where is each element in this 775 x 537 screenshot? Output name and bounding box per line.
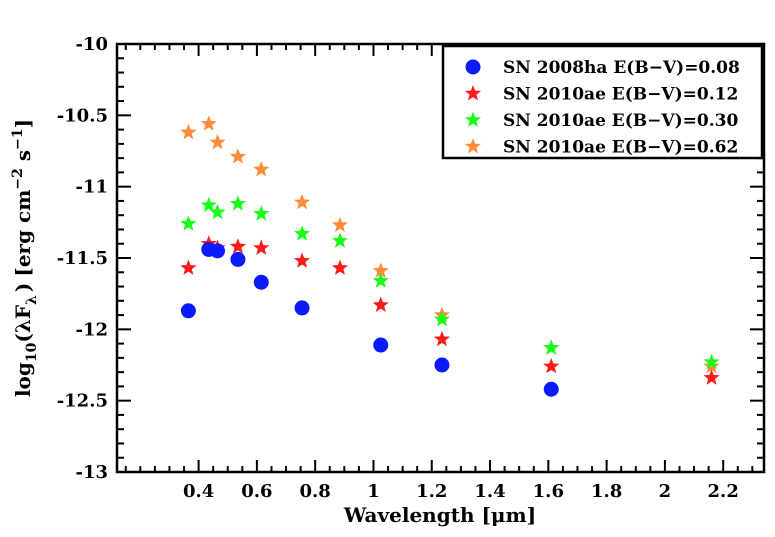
x-tick-labels: 0.4 0.6 0.8 1 1.2 1.4 1.6 1.8 2 2.2 — [183, 481, 739, 502]
data-point — [229, 195, 247, 211]
y-tick-labels: -13 -12.5 -12 -11.5 -11 -10.5 -10 — [57, 34, 108, 483]
legend-marker — [464, 85, 482, 101]
legend-label: SN 2010ae E(B−V)=0.30 — [503, 111, 738, 131]
legend-marker — [464, 111, 482, 127]
data-points — [180, 115, 720, 397]
x-tick-label: 0.8 — [300, 481, 331, 502]
legend-label: SN 2010ae E(B−V)=0.12 — [503, 85, 738, 105]
data-point — [180, 259, 197, 275]
y-tick-label: -13 — [75, 462, 108, 483]
data-point — [209, 203, 226, 220]
legend-label: SN 2008ha E(B−V)=0.08 — [503, 58, 740, 78]
data-point — [229, 148, 247, 164]
data-point — [434, 357, 450, 373]
legend: SN 2008ha E(B−V)=0.08 SN 2010ae E(B−V)=0.… — [441, 44, 764, 160]
data-point — [210, 243, 226, 259]
data-point — [331, 216, 349, 233]
data-point — [703, 369, 720, 385]
data-point — [373, 337, 389, 353]
data-point — [293, 225, 311, 241]
data-point — [229, 238, 247, 254]
data-point — [703, 353, 720, 370]
data-point — [253, 205, 270, 221]
legend-marker — [464, 138, 482, 154]
data-point — [253, 161, 270, 177]
data-point — [543, 381, 559, 397]
data-point — [293, 252, 311, 268]
data-point — [372, 272, 389, 288]
x-tick-label: 2.2 — [708, 481, 739, 502]
data-point — [331, 232, 349, 248]
data-point — [180, 303, 196, 319]
y-tick-label: -10 — [75, 34, 108, 55]
data-point — [294, 300, 310, 316]
data-point — [200, 196, 217, 213]
data-point — [230, 251, 246, 267]
x-tick-label: 1 — [367, 481, 380, 502]
series-0 — [180, 241, 559, 397]
data-point — [543, 357, 560, 374]
data-point — [293, 193, 311, 210]
y-tick-label: -12.5 — [57, 391, 108, 412]
data-point — [433, 330, 451, 347]
data-point — [200, 115, 217, 131]
x-tick-label: 0.4 — [183, 481, 214, 502]
x-tick-label: 0.6 — [241, 481, 272, 502]
data-point — [253, 274, 269, 290]
data-point — [180, 215, 197, 231]
y-tick-label: -10.5 — [57, 105, 108, 126]
y-axis-label: log10(λFλ)[erg cm−2 s−1] — [10, 119, 40, 397]
x-tick-label: 1.6 — [533, 481, 564, 502]
y-tick-label: -12 — [75, 319, 108, 340]
data-point — [209, 133, 226, 150]
data-point — [180, 123, 197, 140]
x-tick-label: 1.8 — [591, 481, 622, 502]
y-tick-label: -11.5 — [57, 248, 108, 269]
plot-frame — [115, 42, 766, 474]
legend-label: SN 2010ae E(B−V)=0.62 — [503, 138, 738, 158]
data-point — [331, 259, 349, 275]
series-2 — [180, 195, 720, 370]
x-tick-label: 1.4 — [474, 481, 505, 502]
legend-marker — [465, 59, 481, 75]
data-point — [543, 339, 560, 355]
data-point — [372, 262, 389, 278]
x-axis-label: Wavelength [μm] — [343, 503, 536, 527]
data-point — [433, 310, 451, 327]
x-tick-label: 2 — [659, 481, 672, 502]
legend-box — [441, 44, 764, 160]
y-tick-label: -11 — [75, 177, 108, 198]
data-point — [372, 296, 389, 312]
data-point — [253, 239, 270, 255]
x-tick-label: 1.2 — [416, 481, 447, 502]
